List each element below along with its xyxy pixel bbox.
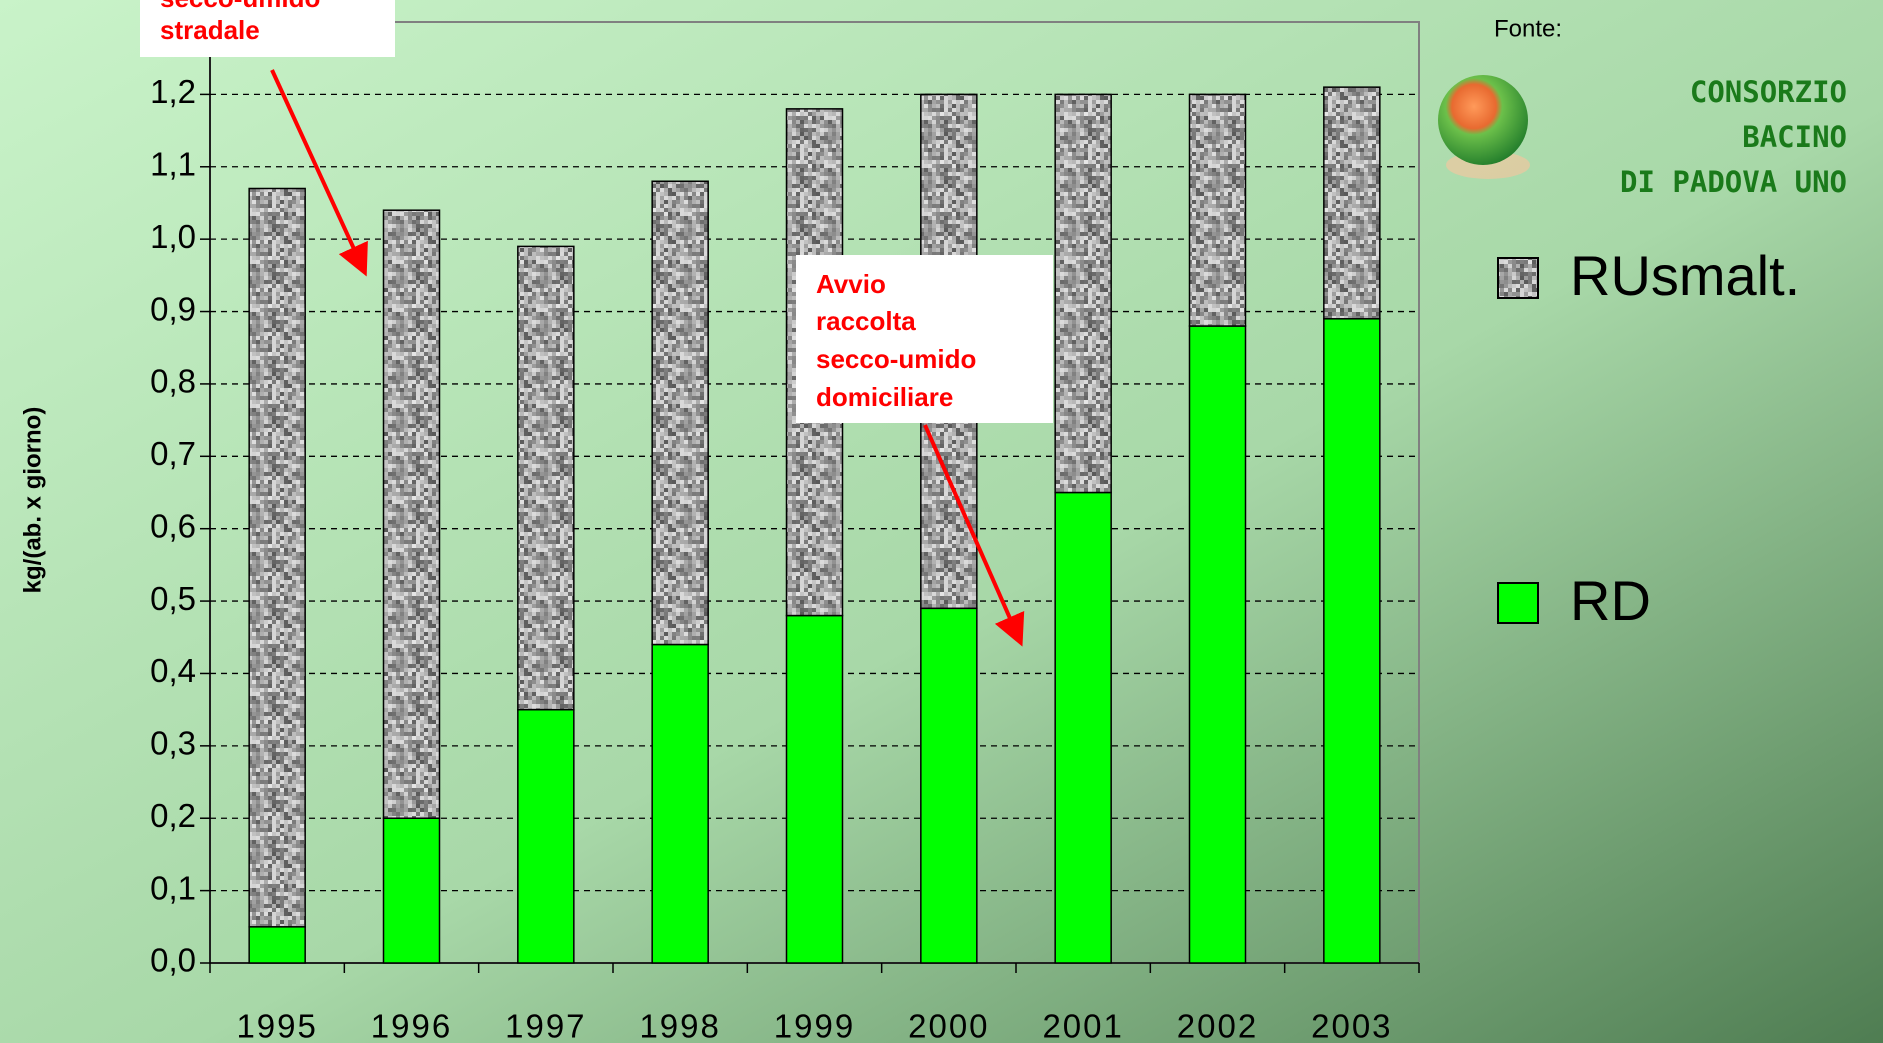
arrow: [923, 424, 1025, 647]
x-tick-label: 1999: [774, 1008, 855, 1043]
bar-segment: [517, 245, 575, 711]
legend-label: RD: [1570, 569, 1651, 632]
annotation: secco-umido: [160, 0, 320, 13]
source-org: CONSORZIO: [1690, 75, 1847, 109]
annotation-box: [140, 0, 395, 57]
y-axis-label: kg/(ab. x giorno): [19, 407, 46, 594]
y-tick-label: 0,4: [150, 652, 196, 689]
legend-swatch: [1497, 257, 1539, 299]
bar-segment: [248, 187, 306, 928]
source-org: BACINO: [1742, 120, 1847, 154]
y-tick-label: 0,1: [150, 869, 196, 906]
y-tick-label: 0,5: [150, 580, 196, 617]
bar-segment: [1188, 325, 1247, 964]
bar-segment: [517, 708, 575, 964]
bar-segment: [651, 643, 709, 964]
bar-segment: [785, 614, 844, 964]
y-tick-label: 1,2: [150, 73, 196, 110]
legend-swatch: [1497, 582, 1539, 624]
y-tick-label: 0,8: [150, 363, 196, 400]
y-tick-label: 1,1: [150, 145, 196, 182]
x-tick-label: 2003: [1311, 1008, 1392, 1043]
bar-segment: [1188, 93, 1247, 327]
x-tick-label: 1996: [371, 1008, 452, 1043]
y-tick-label: 0,7: [150, 435, 196, 472]
arrow: [270, 69, 368, 277]
bar-segment: [382, 817, 441, 964]
bar-segment: [1054, 93, 1112, 494]
y-tick-label: 0,9: [150, 290, 196, 327]
y-tick-label: 0,3: [150, 725, 196, 762]
legend-label: RUsmalt.: [1570, 244, 1800, 307]
source-label: Fonte:: [1494, 15, 1562, 42]
y-tick-label: 0,2: [150, 797, 196, 834]
annotation: Avvio: [816, 269, 886, 299]
annotation-box: [796, 255, 1053, 423]
annotation: domiciliare: [816, 382, 953, 412]
y-tick-label: 0,0: [150, 942, 196, 979]
bar-segment: [1323, 86, 1381, 320]
annotation: raccolta: [816, 306, 916, 336]
x-tick-label: 2000: [908, 1008, 989, 1043]
x-tick-label: 1998: [639, 1008, 720, 1043]
annotation: secco-umido: [816, 344, 976, 374]
y-tick-label: 1,0: [150, 218, 196, 255]
annotation: stradale: [160, 15, 260, 45]
bar-segment: [920, 607, 978, 964]
y-tick-label: 0,6: [150, 507, 196, 544]
bar-segment: [1054, 491, 1112, 964]
bar-segment: [651, 180, 709, 646]
x-tick-label: 2001: [1042, 1008, 1123, 1043]
x-tick-label: 1997: [505, 1008, 586, 1043]
x-tick-label: 2002: [1177, 1008, 1258, 1043]
source-org: DI PADOVA UNO: [1620, 165, 1847, 199]
x-tick-label: 1995: [236, 1008, 317, 1043]
bar-segment: [382, 209, 441, 819]
logo: [1438, 75, 1528, 165]
bar-segment: [248, 926, 306, 964]
bar-segment: [1323, 318, 1381, 964]
